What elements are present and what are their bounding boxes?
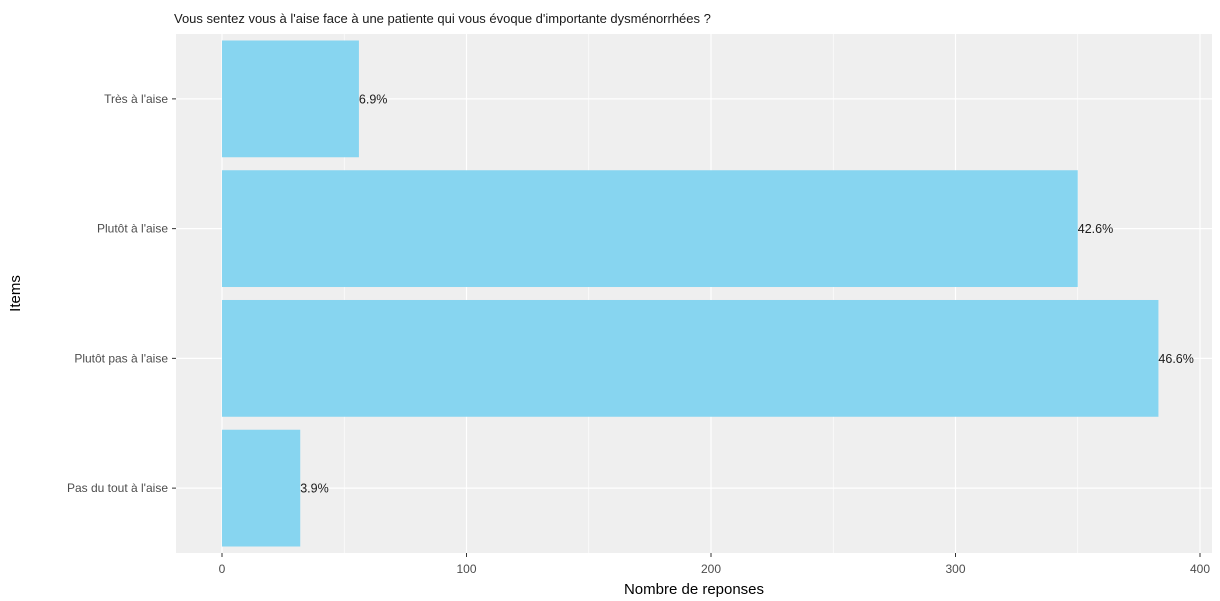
data-label: 42.6% [1078,222,1113,236]
x-axis: 0 100 200 300 400 [219,553,1210,576]
x-tick-label: 100 [456,562,476,576]
bar [222,170,1078,288]
y-tick-label: Plutôt pas à l'aise [74,351,168,365]
y-axis-title: Items [7,275,24,312]
bars [222,40,1159,547]
x-tick-label: 0 [219,562,226,576]
y-axis: Très à l'aise Plutôt à l'aise Plutôt pas à… [67,92,176,495]
y-tick-label: Très à l'aise [104,92,168,106]
x-tick-label: 200 [701,562,721,576]
data-label: 6.9% [359,92,388,106]
y-tick-label: Plutôt à l'aise [97,222,168,236]
data-label: 3.9% [300,482,329,496]
bar [222,299,1159,417]
chart-title: Vous sentez vous à l'aise face à une pat… [174,11,711,26]
data-label: 46.6% [1158,352,1193,366]
x-tick-label: 300 [945,562,965,576]
bar [222,40,359,158]
x-tick-label: 400 [1190,562,1210,576]
bar [222,429,301,547]
x-axis-title: Nombre de reponses [624,581,764,598]
y-tick-label: Pas du tout à l'aise [67,481,168,495]
data-labels: 6.9% 42.6% 46.6% 3.9% [300,92,1194,495]
